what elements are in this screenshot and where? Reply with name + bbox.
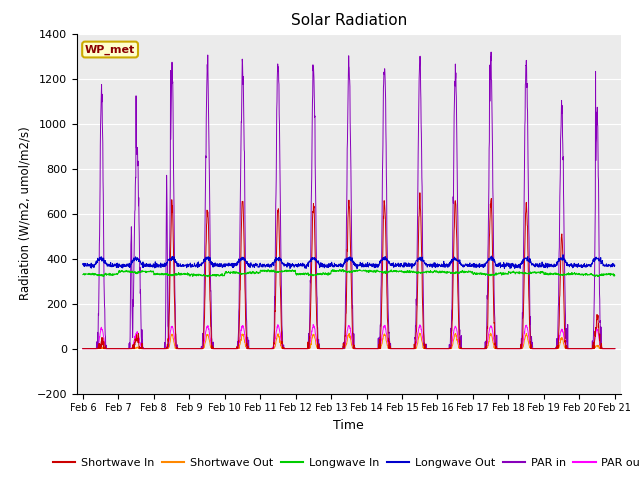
Text: WP_met: WP_met: [85, 44, 135, 55]
Title: Solar Radiation: Solar Radiation: [291, 13, 407, 28]
Y-axis label: Radiation (W/m2, umol/m2/s): Radiation (W/m2, umol/m2/s): [18, 127, 31, 300]
Legend: Shortwave In, Shortwave Out, Longwave In, Longwave Out, PAR in, PAR out: Shortwave In, Shortwave Out, Longwave In…: [49, 454, 640, 473]
X-axis label: Time: Time: [333, 419, 364, 432]
